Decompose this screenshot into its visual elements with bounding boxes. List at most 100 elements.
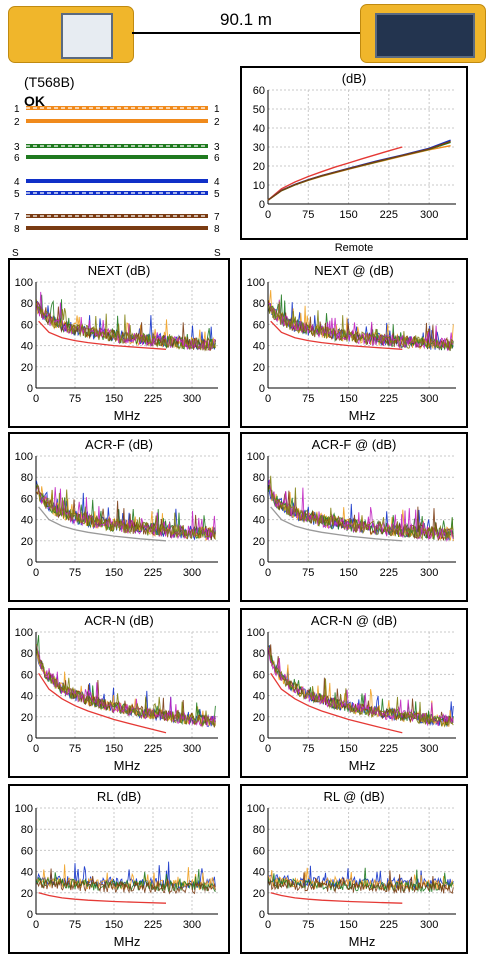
chart-svg: NEXT @ (dB) 0 20 40 60 80 100 0 75 150 225 300 MHz [247, 263, 456, 423]
x-tick-label: 150 [105, 393, 123, 405]
y-tick-label: 20 [253, 362, 265, 374]
chart-title: NEXT (dB) [88, 263, 151, 278]
x-tick-label: 225 [380, 919, 398, 931]
pin-left-label: 6 [14, 153, 20, 164]
x-tick-label: 225 [144, 393, 162, 405]
chart-svg: NEXT (dB) 0 20 40 60 80 100 0 75 150 225 300 MHz [15, 263, 218, 423]
x-axis-label: MHz [114, 934, 141, 949]
y-tick-label: 60 [253, 493, 265, 505]
x-tick-label: 225 [380, 393, 398, 405]
x-tick-label: 225 [380, 743, 398, 755]
limit-line [270, 506, 403, 542]
pin-right-label: 4 [214, 177, 220, 188]
wiring-standard: (T568B) [24, 74, 75, 90]
rl-chart: RL (dB) 0 20 40 60 80 100 0 75 150 225 300 MHz [8, 784, 230, 954]
measurement-trace [268, 290, 454, 351]
x-tick-label: 150 [105, 567, 123, 579]
insertion-loss-chart: (dB) 0 10 20 30 40 50 60 0 75 150 225 300 [240, 66, 468, 240]
x-tick-label: 75 [302, 393, 314, 405]
chart-title: RL @ (dB) [323, 789, 384, 804]
y-tick-label: 60 [21, 319, 33, 331]
x-tick-label: 300 [420, 393, 438, 405]
x-tick-label: 75 [302, 919, 314, 931]
y-tick-label: 20 [21, 362, 33, 374]
chart-title: ACR-N (dB) [84, 613, 153, 628]
cable-length: 90.1 m [220, 10, 272, 29]
remote-tester-icon [360, 4, 486, 63]
x-tick-label: 300 [183, 919, 201, 931]
x-tick-label: 150 [105, 743, 123, 755]
pin-left-label: 5 [14, 189, 20, 200]
x-tick-label: 0 [33, 919, 39, 931]
measurement-trace [268, 867, 454, 893]
measurement-trace [36, 299, 216, 352]
y-tick-label: 40 [253, 691, 265, 703]
x-tick-label: 225 [144, 743, 162, 755]
y-tick-label: 20 [21, 536, 33, 548]
y-tick-label: 20 [253, 888, 265, 900]
x-tick-label: 150 [339, 393, 357, 405]
limit-line [270, 320, 403, 350]
y-tick-label: 0 [27, 557, 33, 569]
y-tick-label: 100 [15, 277, 33, 289]
y-tick-label: 0 [259, 199, 265, 211]
acr-f-chart: ACR-F (dB) 0 20 40 60 80 100 0 75 150 225 300 [8, 432, 230, 602]
chart-svg: ACR-N @ (dB) 0 20 40 60 80 100 0 75 150 225 300 MHz [247, 613, 456, 773]
y-tick-label: 40 [21, 341, 33, 353]
x-tick-label: 300 [183, 567, 201, 579]
y-tick-label: 100 [247, 803, 265, 815]
x-tick-label: 0 [265, 393, 271, 405]
y-tick-label: 80 [253, 472, 265, 484]
measurement-trace [268, 301, 454, 352]
measurement-trace [268, 475, 454, 541]
y-tick-label: 60 [253, 669, 265, 681]
x-axis-label: MHz [114, 408, 141, 423]
chart-svg: ACR-F (dB) 0 20 40 60 80 100 0 75 150 225 300 [15, 437, 218, 579]
pin-left-label: 3 [14, 142, 20, 153]
x-tick-label: 225 [380, 567, 398, 579]
y-tick-label: 0 [27, 383, 33, 395]
x-tick-label: 150 [339, 743, 357, 755]
x-axis-label: MHz [349, 408, 376, 423]
measurement-trace [36, 483, 216, 540]
chart-title: ACR-F (dB) [85, 437, 153, 452]
chart-svg: ACR-N (dB) 0 20 40 60 80 100 0 75 150 225 300 MHz [15, 613, 218, 773]
y-tick-label: 60 [253, 85, 265, 97]
x-tick-label: 0 [265, 567, 271, 579]
y-tick-label: 20 [253, 712, 265, 724]
measurement-trace [36, 869, 216, 893]
x-axis-label: MHz [349, 934, 376, 949]
x-tick-label: 0 [265, 919, 271, 931]
x-tick-label: 75 [302, 209, 314, 221]
y-tick-label: 0 [259, 557, 265, 569]
y-tick-label: 40 [253, 515, 265, 527]
pin-left-label: 1 [14, 104, 20, 115]
measurement-trace [268, 646, 454, 727]
limit-line [270, 672, 403, 734]
pin-right-label: 6 [214, 153, 220, 164]
wiremap-status: OK [24, 93, 45, 109]
x-tick-label: 300 [183, 743, 201, 755]
y-tick-label: 20 [253, 536, 265, 548]
y-tick-label: 40 [253, 123, 265, 135]
pin-right-label: 8 [214, 224, 220, 235]
x-tick-label: 225 [144, 919, 162, 931]
y-tick-label: 20 [21, 712, 33, 724]
y-tick-label: 100 [247, 627, 265, 639]
chart-svg: (dB) 0 10 20 30 40 50 60 0 75 150 225 300 [253, 71, 456, 221]
y-tick-label: 50 [253, 104, 265, 116]
series-line [267, 139, 451, 201]
y-tick-label: 30 [253, 142, 265, 154]
wiremap-diagram: 1 12 23 36 64 45 57 78 8S S [12, 104, 221, 259]
pin-right-label: 7 [214, 212, 220, 223]
measurement-trace [268, 870, 454, 895]
y-tick-label: 0 [27, 733, 33, 745]
y-tick-label: 80 [21, 298, 33, 310]
pin-left-label: 7 [14, 212, 20, 223]
y-tick-label: 40 [253, 341, 265, 353]
acr-n-chart: ACR-N (dB) 0 20 40 60 80 100 0 75 150 225 300 MHz [8, 608, 230, 778]
x-tick-label: 0 [33, 393, 39, 405]
cable-line [132, 32, 360, 34]
y-tick-label: 0 [259, 383, 265, 395]
